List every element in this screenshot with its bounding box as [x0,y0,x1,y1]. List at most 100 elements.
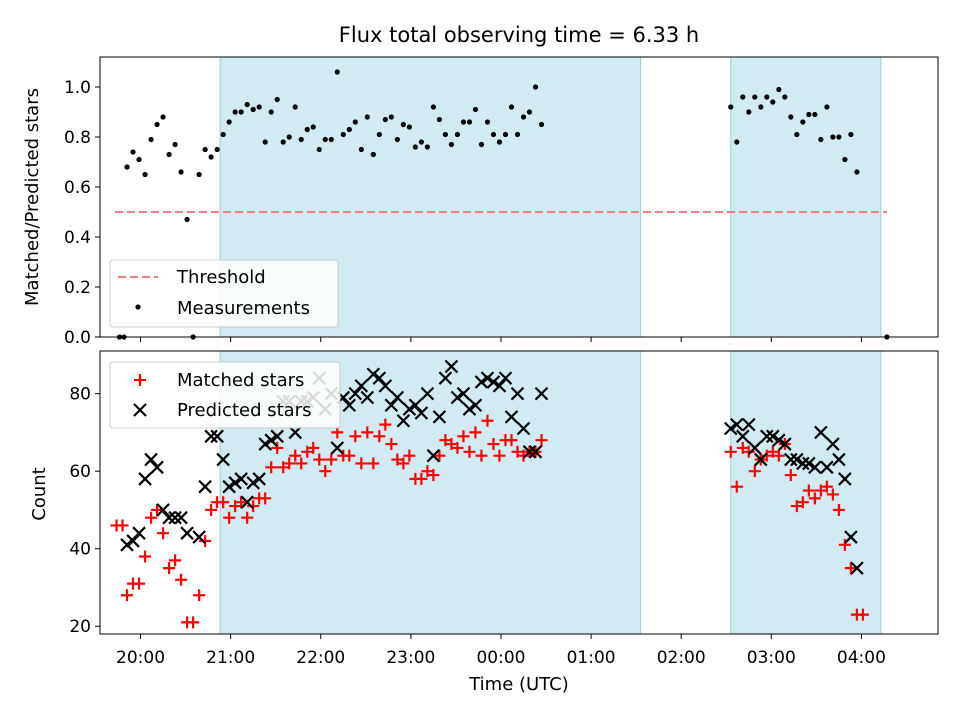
matched-star-marker [343,449,356,462]
x-tick-label: 22:00 [296,648,345,668]
matched-star-marker [223,511,236,524]
matched-star-marker [193,589,206,602]
matched-star-marker [838,538,851,551]
measurement-point [178,169,184,175]
matched-star-marker [235,496,248,509]
matched-star-marker [379,418,392,431]
predicted-star-marker [240,495,254,509]
measurement-point [496,139,503,145]
matched-star-marker [427,469,440,482]
predicted-star-marker [408,398,423,413]
top-panel: 0.0 0.2 0.4 0.6 0.8 1.0 Matched/Predicted sta… [22,56,939,348]
predicted-star-marker [480,371,495,385]
predicted-star-marker [832,452,846,467]
predicted-star-marker [378,379,393,393]
top-y-axis-label: Matched/Predicted stars [22,88,43,306]
measurement-point [466,119,473,125]
matched-star-marker [373,430,386,443]
x-tick-label: 21:00 [206,648,255,668]
matched-star-marker [505,434,518,447]
predicted-star-marker [264,433,278,447]
matched-star-marker [277,461,290,474]
matched-star-marker [367,457,380,470]
predicted-star-marker [741,417,756,432]
measurement-point [160,114,166,120]
predicted-star-marker [156,503,170,517]
measurement-point [196,171,202,178]
measurement-point [124,164,130,170]
matched-star-marker [493,449,506,462]
predicted-star-marker [754,452,768,467]
measurement-point [418,139,424,145]
legend-matched-swatch [134,374,146,386]
predicted-star-marker [228,476,242,490]
matched-star-marker [451,441,464,454]
measurement-point [346,126,352,133]
top-legend: Threshold Measurements [109,259,339,328]
matched-star-marker [307,441,320,454]
matched-star-marker [199,534,212,547]
measurement-point [442,131,449,138]
observing-window-1 [730,350,882,635]
x-tick-label: 01:00 [567,648,616,668]
matched-star-marker [295,457,308,470]
measurement-point [274,96,280,103]
measurement-point [130,149,136,155]
matched-star-marker [784,469,797,482]
legend-measurements-swatch [135,304,141,310]
predicted-star-marker [808,460,822,475]
predicted-star-marker [330,441,345,455]
predicted-star-marker [760,429,774,444]
predicted-star-marker [778,437,792,451]
predicted-star-marker [126,534,140,548]
measurement-point [208,154,214,160]
predicted-star-marker [384,398,399,413]
matched-star-marker [463,445,476,458]
legend-matched-label: Matched stars [177,370,304,391]
predicted-star-marker [820,460,834,475]
matched-star-marker [397,457,410,470]
measurement-point [842,156,848,163]
measurement-point [520,114,527,120]
predicted-star-marker [138,472,152,486]
measurement-point [800,119,806,125]
matched-star-marker [229,500,242,513]
predicted-star-marker [723,421,738,436]
matched-star-marker [802,484,815,497]
matched-star-marker [319,465,332,478]
y-tick-label: 0.4 [64,228,91,248]
matched-star-marker [289,449,302,462]
measurement-point [436,116,443,123]
measurement-point [316,146,322,153]
predicted-star-marker [729,417,744,432]
matched-star-marker [355,457,368,470]
measurement-point [304,126,310,133]
bottom-panel: 20 40 60 80 20:00 21:00 22:00 23:00 00:00 01:00 0… [29,350,939,695]
predicted-star-marker [534,386,549,401]
predicted-star-marker [204,429,218,444]
matched-star-marker [403,449,416,462]
y-tick-label: 80 [69,385,91,405]
matched-star-marker [796,496,809,509]
predicted-star-marker [222,479,236,494]
measurement-point [788,114,794,120]
predicted-star-marker [814,425,828,440]
measurement-point [172,141,178,148]
measurement-point [142,171,148,178]
measurement-point [298,136,304,143]
predicted-star-marker [180,526,194,540]
predicted-star-marker [772,433,786,447]
x-tick-label: 20:00 [116,648,165,668]
measurement-point [322,136,328,143]
y-tick-label: 20 [69,617,91,637]
measurement-point [830,134,836,140]
measurement-point [370,151,376,158]
predicted-star-marker [522,445,537,459]
measurement-point [484,119,491,125]
predicted-star-marker [456,386,471,401]
measurement-point [244,101,250,108]
matched-star-marker [481,414,494,427]
x-tick-label: 04:00 [837,648,886,668]
measurement-point [154,121,160,128]
x-tick-label: 00:00 [476,648,525,668]
